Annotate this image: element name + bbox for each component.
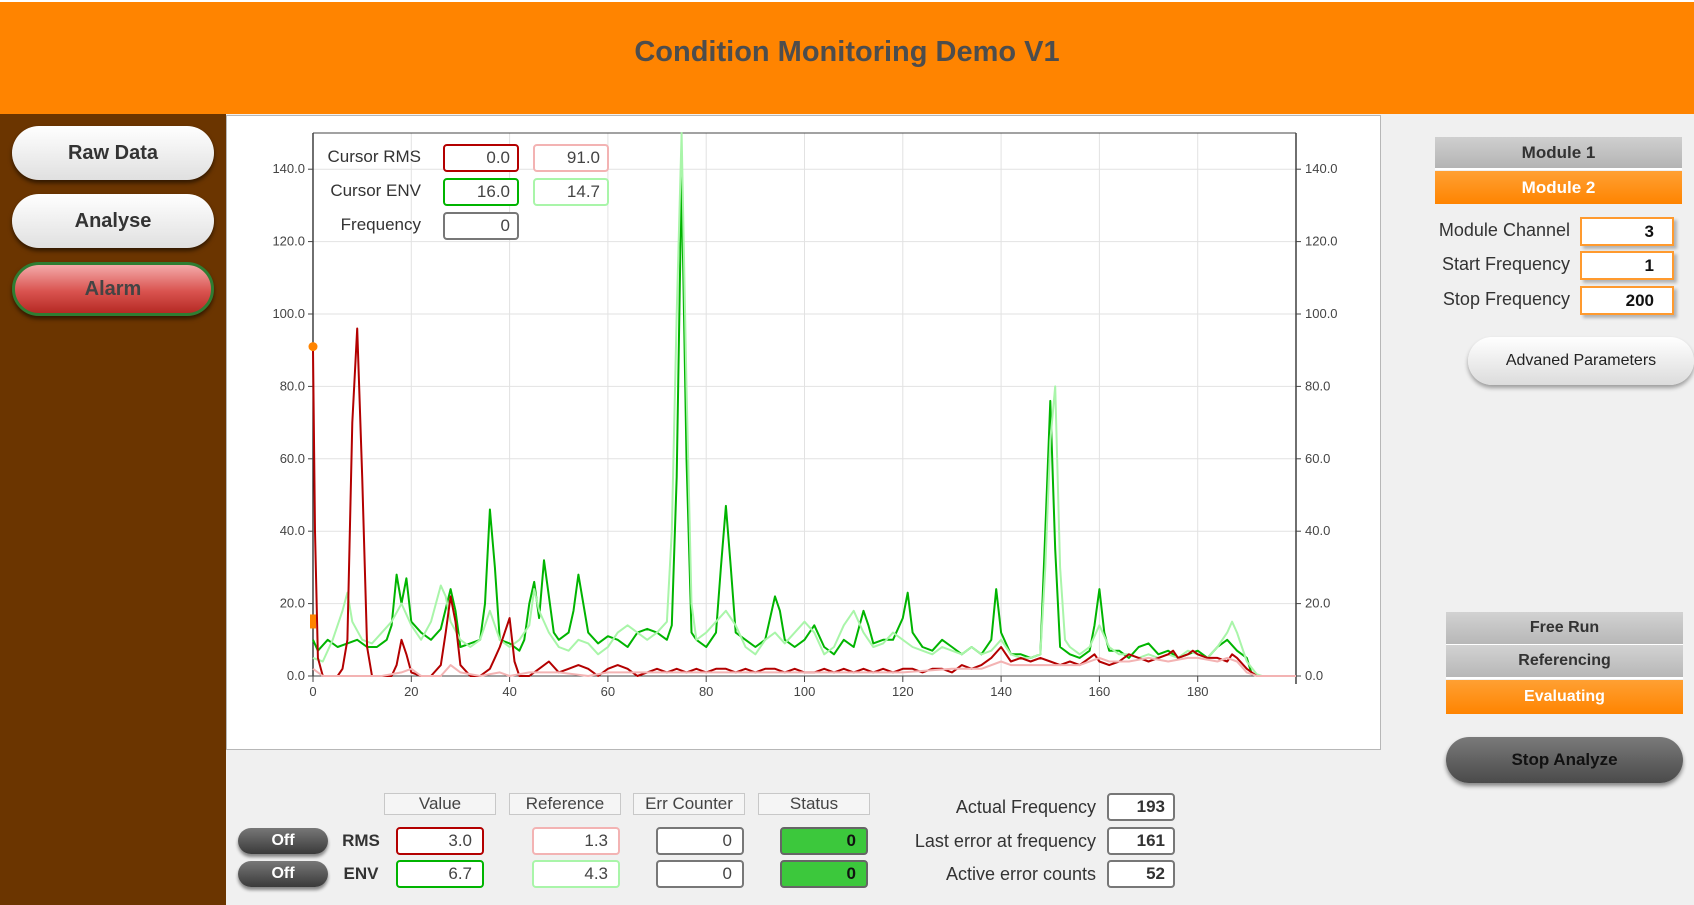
active-error-value: 52 (1107, 860, 1175, 888)
y-tick-label-left: 120.0 (272, 234, 305, 249)
cursor-env-label: Cursor ENV (330, 181, 421, 200)
actual-frequency-value: 193 (1107, 793, 1175, 821)
y-tick-label-right: 80.0 (1305, 378, 1330, 393)
series-line-3 (312, 656, 1296, 677)
x-tick-label: 100 (794, 684, 816, 699)
x-tick-label: 0 (309, 684, 316, 699)
series-line-1 (312, 132, 1296, 677)
cursor-rms-reference: 91.0 (533, 144, 609, 172)
frequency-value: 0 (443, 212, 519, 240)
alarm-button[interactable]: Alarm (12, 262, 214, 316)
cursor-rms-value: 0.0 (443, 144, 519, 172)
x-tick-label: 180 (1187, 684, 1209, 699)
raw-data-button[interactable]: Raw Data (12, 126, 214, 180)
y-tick-label-right: 0.0 (1305, 668, 1323, 683)
y-tick-label-left: 20.0 (280, 596, 305, 611)
referencing-button[interactable]: Referencing (1446, 645, 1683, 679)
x-tick-label: 40 (502, 684, 516, 699)
cursor-env-value: 16.0 (443, 178, 519, 206)
x-tick-label: 120 (892, 684, 914, 699)
y-tick-label-left: 140.0 (272, 161, 305, 176)
x-tick-label: 160 (1089, 684, 1111, 699)
spectrum-chart-panel: 0 20 40 60 80 100 120 140 160 180 0.0 20.0 40.0 60.0 8… (226, 115, 1381, 750)
x-tick-label: 20 (404, 684, 418, 699)
app-header: Condition Monitoring Demo V1 (0, 0, 1694, 114)
env-value: 6.7 (396, 860, 484, 888)
start-frequency-input[interactable]: 1 (1580, 251, 1674, 280)
x-tick-label: 80 (699, 684, 713, 699)
module-channel-label: Module Channel (1438, 220, 1570, 240)
rms-reference: 1.3 (532, 827, 620, 855)
y-tick-label-left: 40.0 (280, 523, 305, 538)
rms-cursor-marker (308, 342, 318, 352)
rms-err-counter: 0 (656, 827, 744, 855)
y-tick-label-right: 60.0 (1305, 451, 1330, 466)
start-frequency-label: Start Frequency (1441, 254, 1570, 274)
spectrum-chart[interactable]: 0 20 40 60 80 100 120 140 160 180 0.0 20.0 40.0 60.0 8… (227, 116, 1382, 751)
env-toggle[interactable]: Off (238, 861, 328, 887)
rms-value: 3.0 (396, 827, 484, 855)
stop-analyze-button[interactable]: Stop Analyze (1446, 737, 1683, 783)
analyse-button[interactable]: Analyse (12, 194, 214, 248)
advanced-parameters-button[interactable]: Advaned Parameters (1468, 337, 1694, 385)
env-row-label: ENV (343, 864, 379, 883)
module-channel-input[interactable]: 3 (1580, 217, 1674, 246)
actual-frequency-label: Actual Frequency (955, 797, 1096, 817)
frequency-label: Frequency (340, 215, 421, 234)
env-cursor-marker (310, 614, 316, 629)
y-tick-label-left: 60.0 (280, 451, 305, 466)
app-title: Condition Monitoring Demo V1 (634, 36, 1060, 68)
y-tick-label-left: 0.0 (287, 668, 305, 683)
module-1-tab[interactable]: Module 1 (1435, 137, 1682, 170)
env-reference: 4.3 (532, 860, 620, 888)
env-err-counter: 0 (656, 860, 744, 888)
x-tick-label: 60 (601, 684, 615, 699)
y-tick-label-right: 100.0 (1305, 306, 1338, 321)
stop-frequency-input[interactable]: 200 (1580, 286, 1674, 315)
env-status: 0 (780, 860, 868, 888)
last-error-value: 161 (1107, 827, 1175, 855)
y-tick-label-left: 80.0 (280, 378, 305, 393)
cursor-rms-label: Cursor RMS (327, 147, 421, 166)
last-error-label: Last error at frequency (914, 831, 1096, 851)
active-error-label: Active error counts (945, 864, 1096, 884)
cursor-env-reference: 14.7 (533, 178, 609, 206)
y-tick-label-right: 140.0 (1305, 161, 1338, 176)
y-tick-label-right: 40.0 (1305, 523, 1330, 538)
rms-status: 0 (780, 827, 868, 855)
x-tick-label: 140 (990, 684, 1012, 699)
module-2-tab[interactable]: Module 2 (1435, 171, 1682, 204)
free-run-button[interactable]: Free Run (1446, 612, 1683, 646)
rms-toggle[interactable]: Off (238, 828, 328, 854)
column-header-reference: Reference (509, 793, 621, 815)
column-header-value: Value (384, 793, 496, 815)
stop-frequency-label: Stop Frequency (1442, 289, 1570, 309)
y-tick-label-right: 120.0 (1305, 234, 1338, 249)
column-header-status: Status (758, 793, 870, 815)
evaluating-button[interactable]: Evaluating (1446, 680, 1683, 714)
rms-row-label: RMS (342, 831, 380, 850)
column-header-err-counter: Err Counter (633, 793, 745, 815)
y-tick-label-right: 20.0 (1305, 596, 1330, 611)
y-tick-label-left: 100.0 (272, 306, 305, 321)
